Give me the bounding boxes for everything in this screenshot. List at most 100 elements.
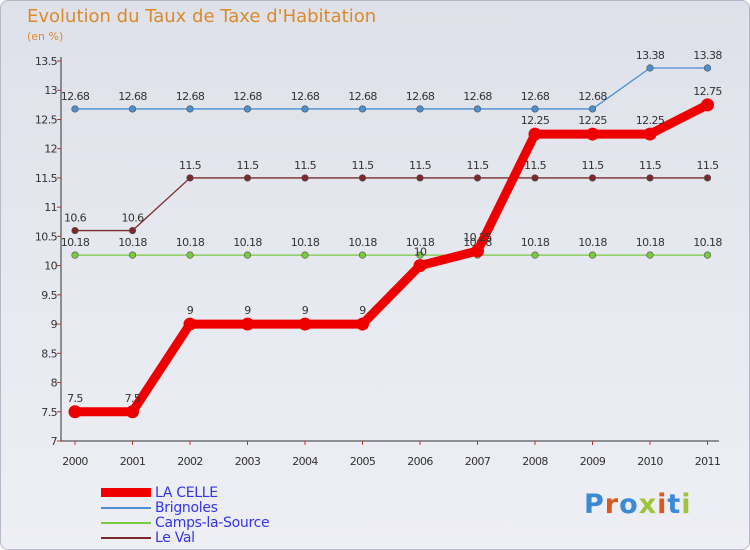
data-label-la-celle: 12.75 — [693, 85, 722, 98]
data-label-le-val: 11.5 — [524, 159, 547, 172]
data-label-la-celle: 12.25 — [578, 114, 607, 127]
x-tick-label: 2002 — [177, 455, 203, 468]
data-label-brignoles: 12.68 — [406, 90, 435, 103]
data-label-le-val: 11.5 — [639, 159, 662, 172]
data-label-la-celle: 9 — [187, 304, 194, 317]
data-label-le-val: 11.5 — [696, 159, 719, 172]
data-point-brignoles — [531, 105, 539, 113]
data-label-camps-la-source: 10.18 — [693, 236, 722, 249]
x-tick-label: 2005 — [350, 455, 376, 468]
legend-item-camps-la-source: Camps-la-Source — [101, 514, 270, 531]
y-tick-label: 10 — [44, 260, 57, 273]
data-label-le-val: 11.5 — [466, 159, 489, 172]
logo-letter: t — [667, 489, 682, 520]
data-point-le-val — [71, 226, 79, 235]
data-label-camps-la-source: 10.18 — [61, 236, 90, 249]
y-tick-label: 8.5 — [41, 347, 57, 360]
x-tick-label: 2011 — [695, 455, 721, 468]
data-point-brignoles — [416, 105, 424, 113]
data-label-camps-la-source: 10.18 — [348, 236, 377, 249]
legend-item-la-celle: LA CELLE — [101, 485, 269, 501]
data-point-le-val — [703, 174, 712, 182]
data-point-la-celle — [183, 317, 197, 331]
data-label-la-celle: 7.5 — [67, 392, 83, 405]
data-point-le-val — [646, 174, 654, 182]
x-tick-label: 2006 — [407, 455, 433, 468]
legend-label: Le Val — [155, 529, 195, 546]
data-label-le-val: 10.6 — [64, 212, 87, 225]
data-label-brignoles: 12.68 — [521, 90, 550, 103]
data-label-brignoles: 12.68 — [118, 90, 147, 103]
data-label-le-val: 11.5 — [179, 159, 202, 172]
data-label-le-val: 11.5 — [294, 159, 317, 172]
data-label-camps-la-source: 10.18 — [291, 236, 320, 249]
legend: LA CELLE Brignoles Camps-la-Source Le Val — [101, 485, 270, 546]
data-point-camps-la-source — [358, 251, 367, 259]
data-point-camps-la-source — [416, 251, 424, 259]
data-label-brignoles: 12.68 — [61, 90, 90, 103]
data-point-la-celle — [586, 127, 599, 141]
proxiti-logo: Proxiti — [584, 489, 692, 520]
logo-letter: i — [657, 489, 668, 520]
data-point-camps-la-source — [186, 251, 194, 259]
x-tick-label: 2001 — [120, 455, 146, 468]
series-line-brignoles — [74, 67, 709, 110]
data-label-le-val: 11.5 — [351, 159, 374, 172]
chart-title: Evolution du Taux de Taxe d'Habitation — [27, 6, 377, 27]
data-point-le-val — [588, 174, 597, 182]
x-tick-label: 2000 — [62, 455, 88, 468]
data-point-brignoles — [358, 105, 367, 113]
y-tick-label: 7 — [51, 435, 58, 448]
data-point-la-celle — [471, 244, 484, 258]
logo-letter: x — [638, 489, 658, 520]
series-line-la-celle — [70, 100, 712, 417]
legend-swatch — [101, 488, 153, 497]
unit-label: (en %) — [27, 30, 64, 43]
data-label-brignoles: 12.68 — [578, 90, 607, 103]
data-label-la-celle: 9 — [359, 304, 366, 317]
x-tick-label: 2008 — [522, 455, 548, 468]
legend-swatch — [101, 506, 153, 509]
data-label-le-val: 10.6 — [121, 212, 144, 225]
data-point-la-celle — [701, 98, 714, 112]
legend-swatch — [101, 536, 153, 539]
data-label-camps-la-source: 10.18 — [176, 236, 205, 249]
data-point-la-celle — [413, 259, 427, 273]
data-point-la-celle — [126, 405, 139, 419]
data-point-camps-la-source — [128, 251, 137, 259]
logo-letter: o — [619, 489, 639, 520]
y-tick-label: 11 — [44, 201, 57, 214]
data-label-camps-la-source: 10.18 — [521, 236, 550, 249]
data-label-la-celle: 12.25 — [521, 114, 550, 127]
data-point-camps-la-source — [71, 251, 79, 259]
data-point-camps-la-source — [703, 251, 712, 259]
data-label-brignoles: 12.68 — [291, 90, 320, 103]
data-label-la-celle: 7.5 — [125, 392, 141, 405]
data-point-la-celle — [298, 317, 312, 331]
y-tick-label: 11.5 — [35, 172, 58, 185]
data-label-brignoles: 13.38 — [693, 49, 722, 62]
logo-letter: r — [604, 489, 620, 520]
data-label-camps-la-source: 10.18 — [118, 236, 147, 249]
y-tick-label: 9.5 — [41, 289, 57, 302]
x-tick-label: 2009 — [580, 455, 606, 468]
data-point-le-val — [243, 174, 252, 182]
data-label-la-celle: 12.25 — [636, 114, 665, 127]
data-point-camps-la-source — [646, 251, 654, 259]
data-label-camps-la-source: 10.18 — [406, 236, 435, 249]
data-point-camps-la-source — [243, 251, 252, 259]
x-tick-label: 2003 — [235, 455, 261, 468]
logo-letter: i — [681, 489, 692, 520]
data-label-le-val: 11.5 — [581, 159, 604, 172]
y-tick-label: 8 — [51, 377, 58, 390]
y-tick-label: 12.5 — [35, 113, 58, 126]
data-point-le-val — [416, 174, 424, 182]
y-tick-label: 10.5 — [35, 230, 58, 243]
data-label-le-val: 11.5 — [236, 159, 259, 172]
data-label-la-celle: 10 — [414, 246, 427, 259]
legend-label: Camps-la-Source — [155, 514, 270, 531]
data-point-brignoles — [473, 105, 482, 113]
y-tick-label: 13.5 — [35, 55, 58, 68]
data-point-brignoles — [703, 64, 712, 72]
data-point-la-celle — [356, 317, 369, 331]
